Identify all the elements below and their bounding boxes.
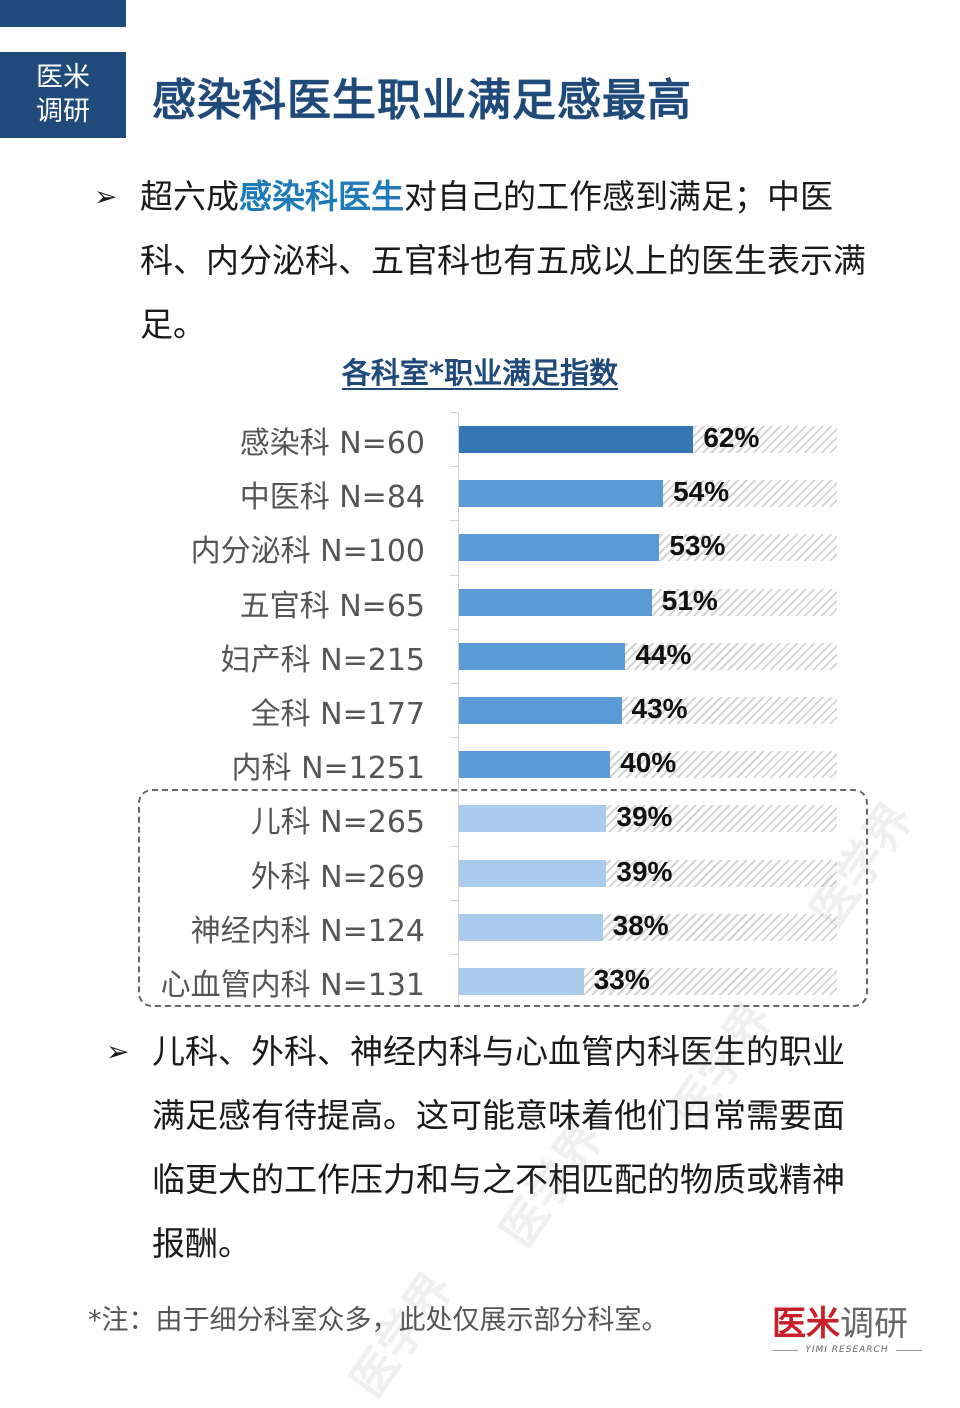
chart-row: 神经内科 N=124 38% xyxy=(0,899,960,954)
category-label: 儿科 N=265 xyxy=(250,805,425,841)
category-label: 全科 N=177 xyxy=(250,697,425,732)
bullet-1: ➢ 超六成感染科医生对自己的工作感到满足；中医科、内分泌科、五官科也有五成以上的… xyxy=(94,165,880,357)
highlight-dashed-box xyxy=(138,789,868,1007)
category-label: 外科 N=269 xyxy=(250,859,425,895)
bar xyxy=(459,588,652,616)
axis-tick xyxy=(450,845,459,847)
axis-tick xyxy=(450,737,459,739)
category-label: 妇产科 N=215 xyxy=(220,642,425,678)
category-label: 内科 N=1251 xyxy=(231,751,425,787)
chart-row: 全科 N=177 43% xyxy=(0,683,960,737)
bar xyxy=(459,534,660,562)
axis-tick xyxy=(450,466,459,468)
bar xyxy=(459,805,607,833)
value-label: 43% xyxy=(631,693,688,724)
logo-red-text: 医米 xyxy=(772,1304,840,1344)
axis-tick xyxy=(450,574,459,576)
bullet-1-prefix: 超六成 xyxy=(140,177,239,216)
axis-tick xyxy=(450,628,459,630)
badge-line-2: 调研 xyxy=(36,96,90,127)
chart-row: 外科 N=269 39% xyxy=(0,845,960,900)
value-label: 44% xyxy=(635,638,692,670)
bar xyxy=(459,426,694,453)
value-label: 51% xyxy=(661,584,718,616)
category-label: 中医科 N=84 xyxy=(239,480,425,516)
value-label: 40% xyxy=(620,747,677,779)
logo-grey-text: 调研 xyxy=(840,1304,908,1344)
value-label: 39% xyxy=(616,855,673,887)
value-label: 33% xyxy=(593,964,650,995)
brand-badge: 医米 调研 xyxy=(0,52,126,138)
bullet-1-highlight: 感染科医生 xyxy=(239,177,404,216)
bar xyxy=(459,913,603,941)
bar xyxy=(459,480,664,508)
chart-row: 妇产科 N=215 44% xyxy=(0,628,960,683)
value-label: 53% xyxy=(669,530,726,562)
category-label: 心血管内科 N=131 xyxy=(160,968,425,1003)
value-label: 38% xyxy=(612,909,669,941)
axis-tick xyxy=(450,520,459,522)
chart-row: 内科 N=1251 40% xyxy=(0,737,960,791)
y-axis-line xyxy=(458,412,459,1008)
chart-row: 儿科 N=265 39% xyxy=(0,791,960,845)
chart-row: 中医科 N=84 54% xyxy=(0,466,960,520)
axis-tick xyxy=(450,683,459,684)
chart-row: 心血管内科 N=131 33% xyxy=(0,954,960,1008)
chart-row: 感染科 N=60 62% xyxy=(0,412,960,466)
value-label: 54% xyxy=(673,476,730,508)
bullet-2-text: 儿科、外科、神经内科与心血管内科医生的职业满足感有待提高。这可能意味着他们日常需… xyxy=(152,1032,845,1263)
arrow-bullet-icon: ➢ xyxy=(94,180,118,213)
bar xyxy=(459,697,622,724)
bar-chart: 感染科 N=60 62% 中医科 N=84 54% 内分泌科 N=100 53% 五官科 N… xyxy=(0,412,960,1012)
value-label: 39% xyxy=(616,801,673,833)
page-title: 感染科医生职业满足感最高 xyxy=(152,75,692,126)
category-label: 感染科 N=60 xyxy=(239,426,425,461)
top-accent-bar xyxy=(0,0,126,27)
value-label: 62% xyxy=(703,422,760,453)
chart-row: 五官科 N=65 51% xyxy=(0,574,960,629)
brand-logo: 医米调研 YIMI RESEARCH xyxy=(772,1296,922,1355)
badge-line-1: 医米 xyxy=(36,62,90,93)
arrow-bullet-icon: ➢ xyxy=(106,1035,130,1068)
axis-tick xyxy=(450,791,459,793)
footnote: *注：由于细分科室众多，此处仅展示部分科室。 xyxy=(88,1305,669,1336)
bar xyxy=(459,859,607,887)
bar xyxy=(459,751,611,779)
axis-tick xyxy=(450,412,459,413)
logo-english: YIMI RESEARCH xyxy=(772,1345,922,1355)
axis-tick xyxy=(450,954,459,955)
chart-row: 内分泌科 N=100 53% xyxy=(0,520,960,574)
bullet-1-suffix: 对自己的工作感到满足；中医科、内分泌科、五官科也有五成以上的医生表示满足。 xyxy=(140,177,866,344)
category-label: 神经内科 N=124 xyxy=(190,913,425,949)
axis-tick xyxy=(450,899,459,901)
bar xyxy=(459,968,584,995)
chart-title: 各科室*职业满足指数 xyxy=(341,356,619,390)
bar xyxy=(459,642,626,670)
category-label: 内分泌科 N=100 xyxy=(190,534,425,570)
bullet-2: ➢ 儿科、外科、神经内科与心血管内科医生的职业满足感有待提高。这可能意味着他们日… xyxy=(106,1020,872,1276)
category-label: 五官科 N=65 xyxy=(239,588,425,624)
